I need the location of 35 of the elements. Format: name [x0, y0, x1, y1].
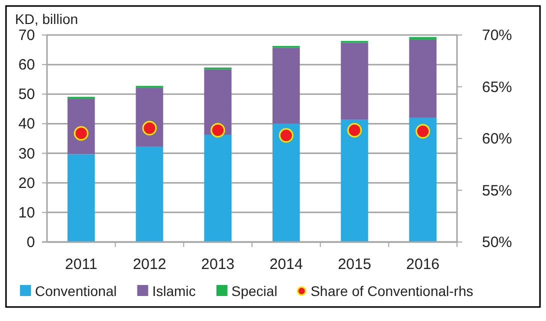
y-tick-label: 10 [18, 204, 35, 222]
bar [340, 42, 368, 120]
x-tick-label: 2016 [406, 256, 440, 273]
x-tick-label: 2011 [65, 256, 98, 273]
y-tick-label: 60 [18, 56, 35, 74]
y-tick-label: 20 [18, 174, 35, 192]
y-tick-label: 30 [18, 145, 35, 162]
bar [340, 120, 368, 242]
bar [136, 146, 164, 242]
y2-tick-label: 55% [482, 182, 512, 200]
bar [272, 48, 300, 124]
legend-label: Share of Conventional-rhs [310, 283, 474, 299]
y-tick-label: 50 [18, 86, 35, 104]
y-tick-label: 0 [26, 234, 35, 251]
x-tick-label: 2012 [132, 256, 166, 273]
y-tick-label: 40 [18, 116, 35, 133]
bar [136, 88, 164, 146]
y2-tick-label: 50% [482, 234, 512, 251]
bar [68, 154, 95, 242]
x-tick-label: 2014 [269, 256, 303, 273]
y-axis-title: KD, billion [15, 11, 78, 27]
legend-label: Islamic [152, 283, 196, 299]
legend-label: Conventional [35, 283, 117, 299]
legend-label: Special [231, 283, 278, 299]
x-tick-label: 2013 [201, 256, 235, 273]
bar [272, 124, 300, 242]
y2-tick-label: 60% [482, 130, 512, 148]
y2-tick-label: 65% [482, 78, 512, 96]
bar [204, 69, 232, 135]
bar [204, 134, 232, 242]
bar [409, 118, 436, 242]
x-tick-label: 2015 [338, 256, 372, 273]
bar [409, 39, 436, 118]
y2-tick-label: 70% [482, 27, 512, 44]
y-tick-label: 70 [18, 27, 35, 44]
